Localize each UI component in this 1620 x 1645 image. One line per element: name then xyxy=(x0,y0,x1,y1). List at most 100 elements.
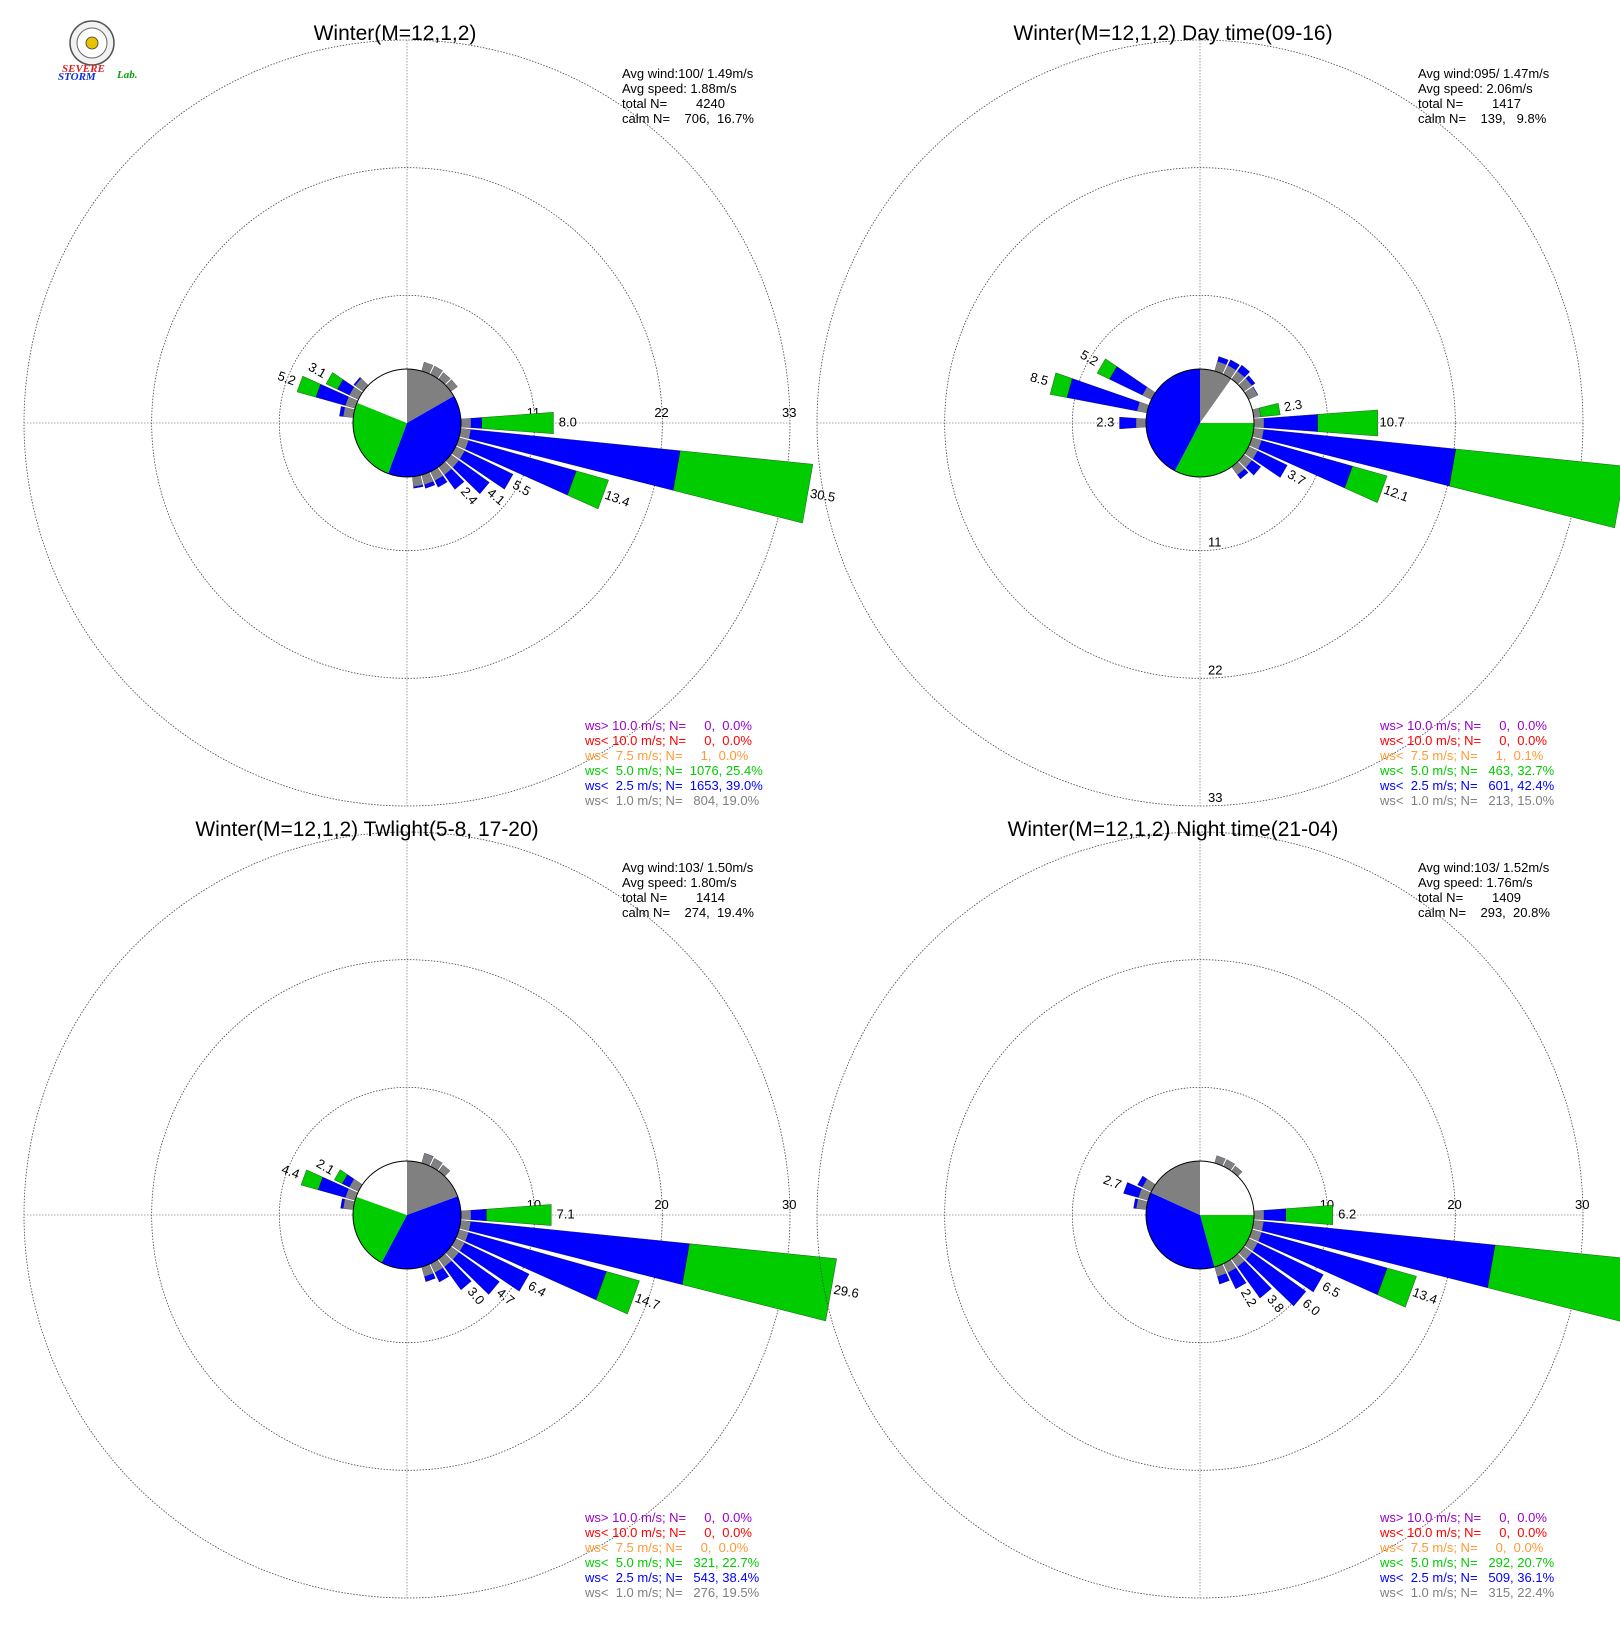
bar-ws-lt-1 xyxy=(345,1188,358,1201)
bar-value-label: 5.2 xyxy=(276,368,298,388)
bar-ws-lt-5 xyxy=(1344,465,1388,503)
bar-ws-lt-1 xyxy=(438,461,452,475)
bar-value-label: 10.7 xyxy=(1380,414,1405,429)
bar-ws-lt-1 xyxy=(1231,1166,1243,1177)
bar-ws-lt-5 xyxy=(672,450,814,524)
bar-ws-lt-1 xyxy=(451,446,465,459)
stat-line: total N= 1414 xyxy=(622,890,725,905)
pie-slice-white xyxy=(1200,1161,1254,1215)
bar-ws-lt-5 xyxy=(1285,1205,1333,1225)
bar-value-label: 6.2 xyxy=(1338,1206,1356,1221)
bar-ws-lt-1 xyxy=(1252,428,1264,439)
legend-entry: ws< 2.5 m/s; N= 601, 42.4% xyxy=(1379,778,1555,793)
ring-label: 30 xyxy=(782,1197,796,1212)
bar-value-label: 29.6 xyxy=(833,1282,861,1301)
bar-value-label: 5.2 xyxy=(1078,347,1101,369)
windrose-panels: 11 22 338.030.513.45.54.12.45.2 3.1Winter(M… xyxy=(23,22,1620,1600)
bar-ws-lt-1 xyxy=(1252,1220,1264,1231)
stat-line: Avg speed: 2.06m/s xyxy=(1418,81,1533,96)
bar-ws-lt-1 xyxy=(430,467,443,481)
legend-entry: ws< 10.0 m/s; N= 0, 0.0% xyxy=(584,1525,752,1540)
ring-label: 22 xyxy=(654,405,668,420)
bar-ws-lt-1 xyxy=(438,1253,452,1267)
stat-line: Avg wind:103/ 1.50m/s xyxy=(622,860,754,875)
bar-value-label: 6.0 xyxy=(1300,1296,1323,1319)
stat-line: calm N= 139, 9.8% xyxy=(1418,111,1547,126)
legend-entry: ws< 1.0 m/s; N= 315, 22.4% xyxy=(1379,1585,1555,1600)
bar-ws-lt-1 xyxy=(460,1210,471,1220)
grid-ring xyxy=(151,959,663,1471)
bar-ws-lt-1 xyxy=(1238,1246,1252,1260)
grid-ring xyxy=(944,959,1456,1471)
bar-ws-lt-1 xyxy=(1223,1259,1236,1273)
legend-entry: ws< 2.5 m/s; N= 509, 36.1% xyxy=(1379,1570,1555,1585)
ring-label: 20 xyxy=(1447,1197,1461,1212)
bar-ws-lt-5 xyxy=(681,1243,837,1322)
windrose-panel-3: 10 20 307.129.614.76.44.73.04.4 2.1Winter(M… xyxy=(23,818,861,1600)
bar-ws-lt-1 xyxy=(1249,437,1262,450)
bar-value-label: 2.7 xyxy=(1101,1172,1123,1192)
bar-ws-lt-1 xyxy=(1238,378,1252,392)
bar-value-label: 4.4 xyxy=(280,1161,302,1181)
ring-label: 11 xyxy=(1208,535,1222,550)
legend-entry: ws< 5.0 m/s; N= 292, 20.7% xyxy=(1379,1555,1555,1570)
bar-ws-lt-5 xyxy=(1449,448,1620,529)
legend-entry: ws< 10.0 m/s; N= 0, 0.0% xyxy=(1379,1525,1547,1540)
bar-ws-lt-1 xyxy=(1137,401,1150,413)
stat-line: calm N= 706, 16.7% xyxy=(622,111,754,126)
pie-slice-ws-lt-5 xyxy=(1174,423,1254,478)
bar-ws-lt-5 xyxy=(481,412,554,434)
bar-ws-lt-1 xyxy=(1138,1188,1151,1201)
logo-text-lab: Lab. xyxy=(116,69,137,81)
panel-title: Winter(M=12,1,2) Twlight(5-8, 17-20) xyxy=(195,818,538,841)
bar-value-label: 30.5 xyxy=(809,486,837,505)
bar-ws-lt-1 xyxy=(460,418,471,428)
bar-ws-lt-1 xyxy=(430,1158,443,1171)
ring-label: 33 xyxy=(1208,790,1222,805)
pie-outline xyxy=(352,1160,462,1270)
pie-slice-ws-lt-2-5 xyxy=(1146,1192,1215,1270)
bar-ws-lt-1 xyxy=(1231,1253,1245,1267)
bar-ws-lt-1 xyxy=(345,396,358,409)
bar-ws-lt-1 xyxy=(430,1259,443,1273)
bar-value-label: 14.7 xyxy=(633,1290,662,1313)
stat-line: Avg speed: 1.76m/s xyxy=(1418,875,1533,890)
legend-entry: ws> 10.0 m/s; N= 0, 0.0% xyxy=(1379,1510,1547,1525)
stat-line: total N= 1417 xyxy=(1418,96,1521,111)
legend-entry: ws< 7.5 m/s; N= 1, 0.1% xyxy=(1379,748,1544,763)
severe-storm-lab-logo: SEVERE STORM Lab. xyxy=(58,20,137,83)
pie-slice-calm xyxy=(407,1161,458,1215)
pie-slice-ws-lt-2-5 xyxy=(381,1196,461,1269)
legend-entry: ws< 2.5 m/s; N= 543, 38.4% xyxy=(584,1570,760,1585)
legend-entry: ws< 1.0 m/s; N= 276, 19.5% xyxy=(584,1585,760,1600)
pie-slice-ws-lt-2-5 xyxy=(388,396,462,477)
bar-ws-lt-1 xyxy=(349,1179,363,1192)
bar-ws-lt-1 xyxy=(421,472,434,485)
bar-ws-lt-1 xyxy=(1244,446,1258,459)
pie-outline xyxy=(1145,368,1255,478)
legend-entry: ws< 7.5 m/s; N= 0, 0.0% xyxy=(584,1540,749,1555)
bar-value-label: 13.4 xyxy=(603,487,632,510)
pie-slice-ws-lt-2-5 xyxy=(1145,369,1200,471)
stat-line: Avg speed: 1.88m/s xyxy=(622,81,737,96)
ring-label: 30 xyxy=(1575,1197,1589,1212)
bar-ws-lt-5 xyxy=(1487,1244,1620,1322)
bar-ws-lt-1 xyxy=(1244,387,1258,400)
stat-line: Avg wind:103/ 1.52m/s xyxy=(1418,860,1550,875)
legend-entry: ws< 7.5 m/s; N= 0, 0.0% xyxy=(1379,1540,1544,1555)
pie-slice-ws-lt-5 xyxy=(1200,1215,1254,1268)
legend-entry: ws< 7.5 m/s; N= 1, 0.0% xyxy=(584,748,749,763)
legend-entry: ws< 5.0 m/s; N= 463, 32.7% xyxy=(1379,763,1555,778)
bar-ws-lt-1 xyxy=(1136,1199,1148,1210)
stat-line: Avg wind:095/ 1.47m/s xyxy=(1418,66,1550,81)
grid-ring xyxy=(944,167,1456,679)
ring-label: 22 xyxy=(1208,662,1222,677)
bar-ws-lt-1 xyxy=(1231,461,1245,475)
bar-ws-lt-1 xyxy=(445,1246,459,1260)
bar-ws-lt-1 xyxy=(445,454,459,468)
panel-title: Winter(M=12,1,2) Night time(21-04) xyxy=(1008,818,1339,841)
bar-value-label: 2.3 xyxy=(1096,414,1114,429)
bar-ws-lt-1 xyxy=(1142,387,1156,400)
bar-ws-lt-1 xyxy=(456,1229,469,1242)
